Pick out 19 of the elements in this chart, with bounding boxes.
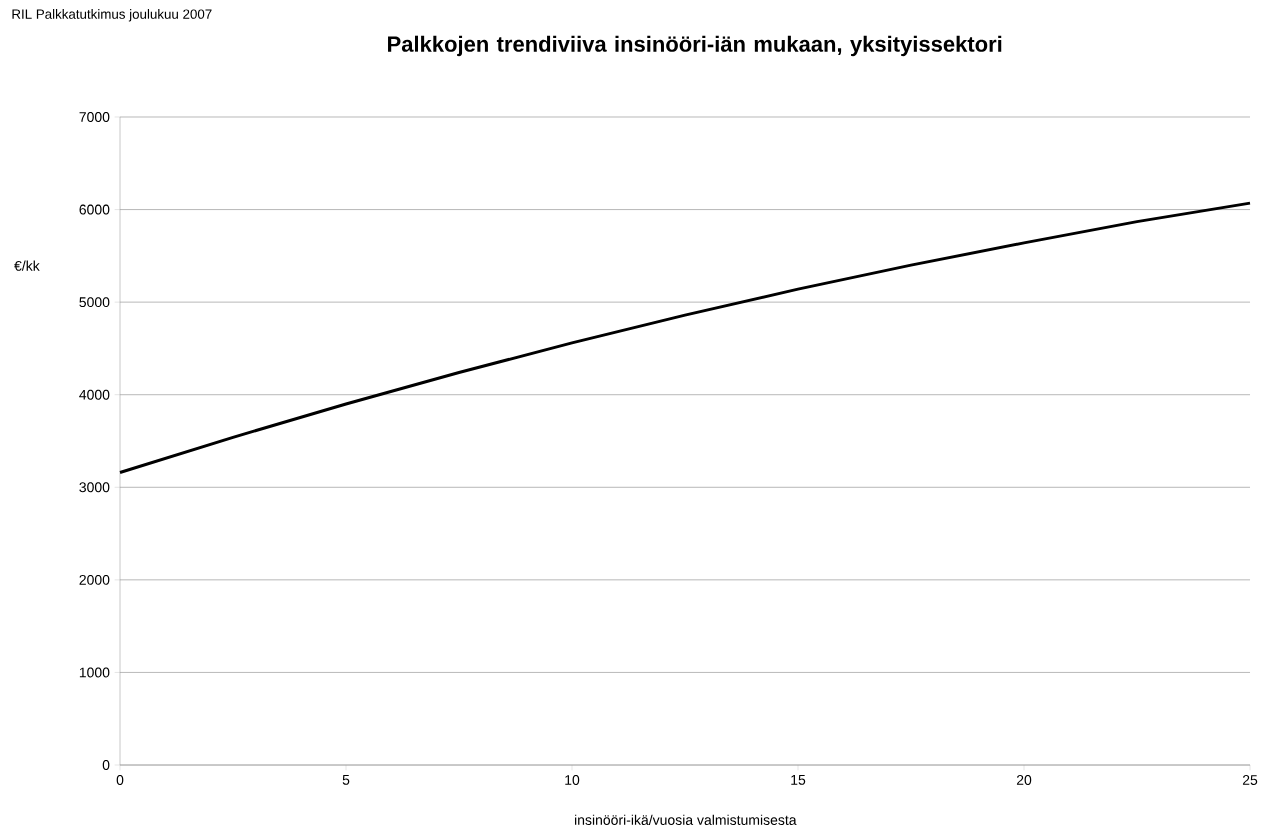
x-tick-label: 10 <box>565 775 580 785</box>
x-tick-label: 0 <box>116 775 124 785</box>
y-tick-label: 7000 <box>79 112 110 122</box>
x-tick-label: 20 <box>1016 775 1032 785</box>
x-axis-title: insinööri-ikä/vuosia valmistumisesta <box>575 814 797 825</box>
text: RIL Palkkatutkimus joulukuu 2007 <box>12 9 212 22</box>
y-tick-label: 0 <box>102 760 110 770</box>
line-series <box>118 201 1252 474</box>
chart-title: Palkkojen trendiviiva insinööri-iän mukaan, yksityissektori <box>388 35 1002 57</box>
x-tick-label: 15 <box>791 775 806 785</box>
y-tick-label: 3000 <box>79 482 110 493</box>
y-tick-label: 2000 <box>79 574 110 585</box>
y-axis-title: €/kk <box>14 260 40 271</box>
x-tick-label: 5 <box>342 775 350 785</box>
x-tick-label: 25 <box>1242 775 1258 785</box>
y-tick-label: 6000 <box>79 204 110 215</box>
y-tick-label: 1000 <box>79 667 110 678</box>
y-tick-label: 5000 <box>79 297 110 308</box>
y-tick-label: 4000 <box>79 389 110 400</box>
